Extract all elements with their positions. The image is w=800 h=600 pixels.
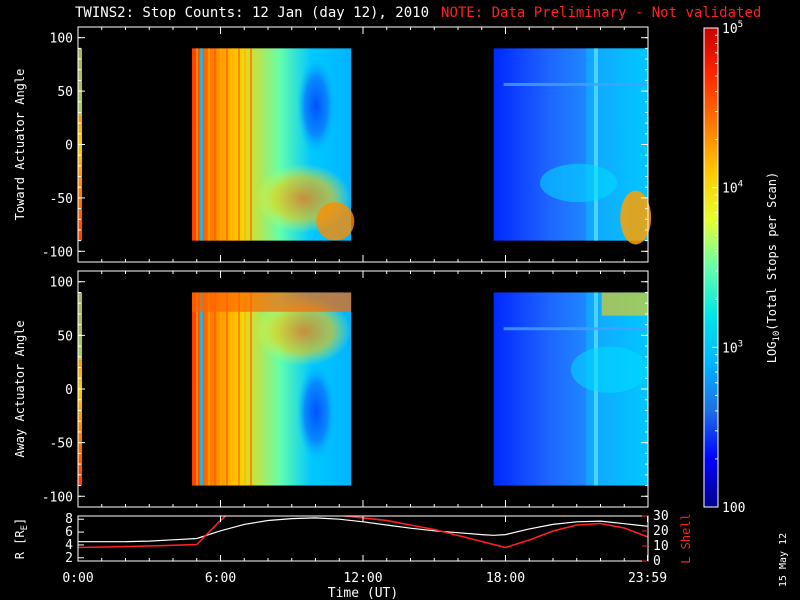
tick-exp: 4 bbox=[738, 180, 743, 190]
y-tick-label: 50 bbox=[57, 85, 73, 100]
colorbar-fill bbox=[703, 27, 719, 508]
data-blob bbox=[297, 57, 336, 155]
y-axis-label: Away Actuator Angle bbox=[13, 320, 27, 457]
y-tick-label-right: 0 bbox=[653, 554, 661, 569]
data-streak bbox=[196, 292, 198, 486]
data-blob bbox=[316, 202, 355, 241]
y-tick-label-right: 10 bbox=[653, 539, 669, 554]
label-sub: 10 bbox=[772, 331, 782, 342]
data-streak bbox=[232, 292, 234, 486]
date-stamp: 15 May 12 bbox=[778, 533, 789, 587]
y-tick-label: 4 bbox=[65, 538, 73, 553]
y-axis-label-right: L Shell bbox=[679, 513, 693, 564]
data-blob bbox=[297, 363, 336, 461]
y-axis-label: Toward Actuator Angle bbox=[13, 69, 27, 221]
colorbar-tick-label: 103 bbox=[722, 339, 743, 356]
colorbar-tick-label: 105 bbox=[722, 20, 743, 37]
y-tick-label: 0 bbox=[65, 139, 73, 154]
y-tick-label-right: 20 bbox=[653, 524, 669, 539]
label-sub: E bbox=[20, 525, 30, 530]
chart-title: TWINS2: Stop Counts: 12 Jan (day 12), 20… bbox=[75, 5, 761, 25]
tick-base: 10 bbox=[722, 341, 738, 356]
tick-base: 10 bbox=[722, 22, 738, 37]
data-block bbox=[493, 48, 652, 245]
plot-frame bbox=[77, 515, 649, 562]
x-tick-label: 0:00 bbox=[62, 571, 93, 586]
data-streak bbox=[208, 292, 210, 486]
data-blob bbox=[620, 190, 652, 245]
data-blob bbox=[539, 163, 618, 203]
x-tick-label: 6:00 bbox=[205, 571, 236, 586]
l-shell-line bbox=[78, 516, 227, 549]
y-tick-label-right: 30 bbox=[653, 509, 669, 524]
data-streak bbox=[244, 292, 246, 486]
data-block-shade bbox=[78, 48, 83, 116]
data-streak bbox=[238, 48, 240, 241]
tick-exp: 3 bbox=[738, 339, 743, 349]
data-block bbox=[493, 292, 648, 486]
data-streak bbox=[238, 292, 240, 486]
r-series-line bbox=[78, 517, 648, 543]
y-tick-label: 2 bbox=[65, 551, 73, 566]
x-tick-label: 18:00 bbox=[486, 571, 525, 586]
y-axis-label-left: R [RE] bbox=[13, 518, 30, 560]
y-tick-label: 100 bbox=[50, 32, 73, 47]
data-streak bbox=[220, 292, 222, 486]
data-streak bbox=[244, 48, 246, 241]
data-streak bbox=[192, 292, 352, 312]
data-blob bbox=[255, 296, 352, 366]
note-text: NOTE: Data Preliminary - Not validated bbox=[441, 5, 762, 21]
data-streak bbox=[196, 48, 198, 241]
data-blob bbox=[570, 346, 648, 393]
data-streak bbox=[593, 48, 598, 241]
heatmap-panel-toward: -100 -50 0 50 100 Toward Actuator Angle bbox=[13, 26, 652, 263]
y-tick-label: 100 bbox=[50, 276, 73, 291]
data-streak bbox=[226, 48, 228, 241]
y-tick-label: 6 bbox=[65, 525, 73, 540]
y-tick-label: -100 bbox=[42, 245, 73, 260]
data-streak bbox=[226, 292, 228, 486]
y-tick-label: 0 bbox=[65, 383, 73, 398]
tick-base: 10 bbox=[722, 182, 738, 197]
l-shell-line bbox=[339, 516, 648, 549]
y-tick-label: -50 bbox=[50, 192, 73, 207]
y-tick-label: 50 bbox=[57, 329, 73, 344]
data-streak bbox=[220, 48, 222, 241]
data-streak bbox=[208, 48, 210, 241]
data-streak bbox=[200, 292, 203, 486]
label-part: R [R bbox=[13, 530, 27, 560]
data-streak bbox=[232, 48, 234, 241]
data-streak bbox=[503, 82, 648, 86]
data-streak bbox=[250, 48, 252, 241]
colorbar-tick-label: 104 bbox=[722, 180, 743, 197]
data-shade bbox=[601, 292, 648, 316]
colorbar-label: LOG10(Total Stops per Scan) bbox=[765, 172, 782, 363]
data-streak bbox=[250, 292, 252, 486]
y-tick-label: 8 bbox=[65, 512, 73, 527]
x-tick-label: 12:00 bbox=[343, 571, 382, 586]
data-streak bbox=[503, 327, 648, 331]
x-tick-label: 23:59 bbox=[628, 571, 667, 586]
label-part: (Total Stops per Scan) bbox=[765, 172, 779, 331]
heatmap-panel-away: -100 -50 0 50 100 Away Actuator Angle bbox=[13, 270, 649, 508]
orbit-lines bbox=[78, 516, 648, 549]
title-text: TWINS2: Stop Counts: 12 Jan (day 12), 20… bbox=[75, 5, 430, 21]
colorbar-tick-label: 100 bbox=[722, 501, 745, 516]
x-axis-label: Time (UT) bbox=[328, 586, 398, 600]
label-part: LOG bbox=[765, 342, 779, 364]
data-streak bbox=[214, 292, 216, 486]
label-part: ] bbox=[13, 518, 27, 525]
data-block bbox=[192, 48, 355, 241]
data-block-shade bbox=[78, 292, 83, 361]
data-streak bbox=[214, 48, 216, 241]
y-tick-label: -100 bbox=[42, 490, 73, 505]
data-streak bbox=[200, 48, 203, 241]
tick-exp: 5 bbox=[738, 20, 743, 30]
y-tick-label: -50 bbox=[50, 437, 73, 452]
data-block bbox=[192, 292, 352, 486]
tick-base: 100 bbox=[722, 501, 745, 516]
